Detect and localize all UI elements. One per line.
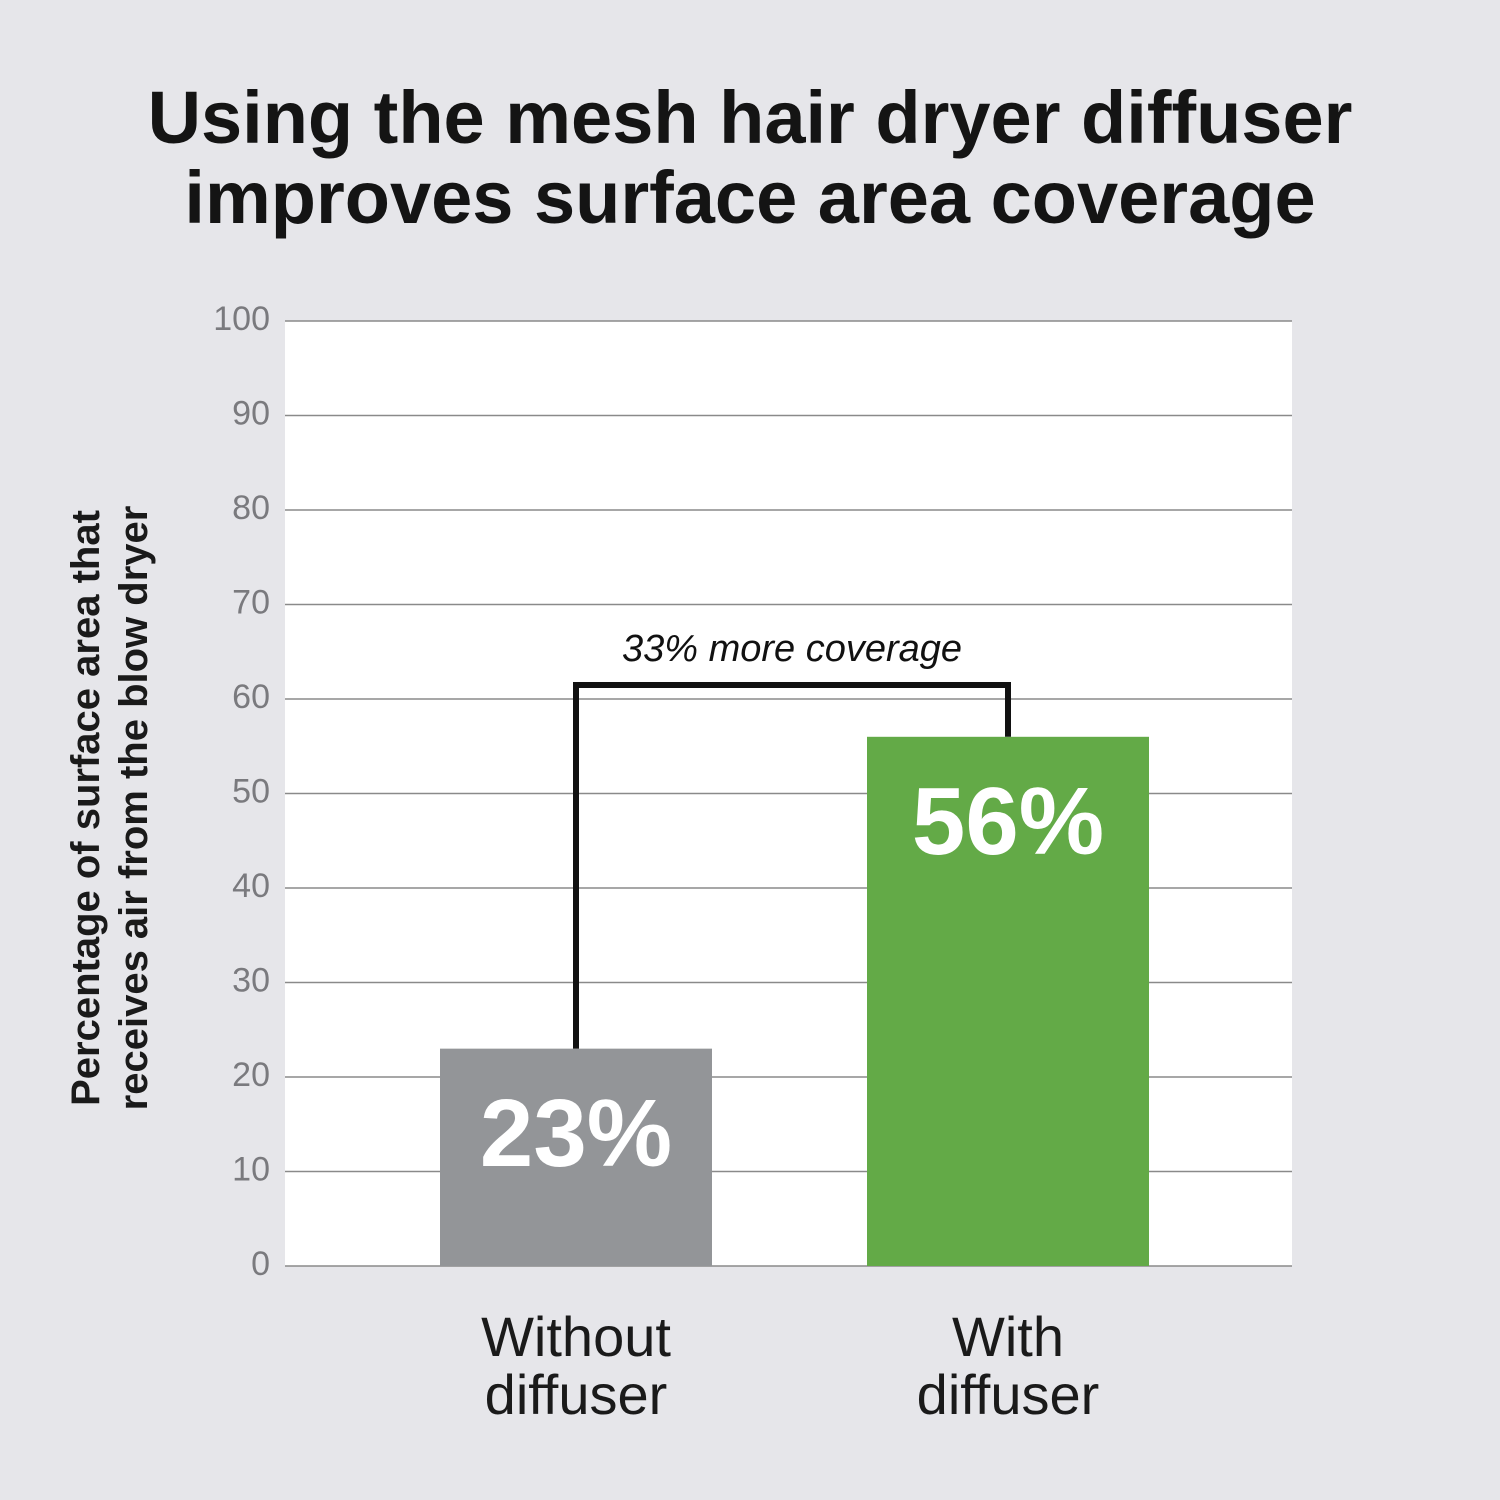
bar (440, 1048, 712, 1266)
y-tick-label: 100 (213, 300, 270, 338)
x-tick-label: With diffuser (916, 1305, 1100, 1426)
y-tick-label: 40 (232, 867, 270, 905)
y-tick-label: 50 (232, 772, 270, 810)
y-tick-label: 70 (232, 583, 270, 621)
y-tick-label: 30 (232, 961, 270, 999)
y-tick-label: 60 (232, 678, 270, 716)
bracket (573, 682, 1011, 1049)
y-tick-label: 90 (232, 394, 270, 432)
y-tick-label: 0 (251, 1245, 270, 1283)
y-axis-label: Percentage of surface area that receives… (64, 505, 156, 1111)
chart-title: Using the mesh hair dryer diffuser impro… (147, 76, 1353, 239)
x-tick-label: Without diffuser (481, 1305, 671, 1426)
y-tick-label: 80 (232, 489, 270, 527)
y-tick-label: 10 (232, 1150, 270, 1188)
value-label: 56% (912, 768, 1104, 875)
bar (867, 736, 1149, 1266)
annotation: 33% more coverage (622, 628, 962, 670)
y-tick-label: 20 (232, 1056, 270, 1094)
value-label: 23% (480, 1080, 672, 1187)
